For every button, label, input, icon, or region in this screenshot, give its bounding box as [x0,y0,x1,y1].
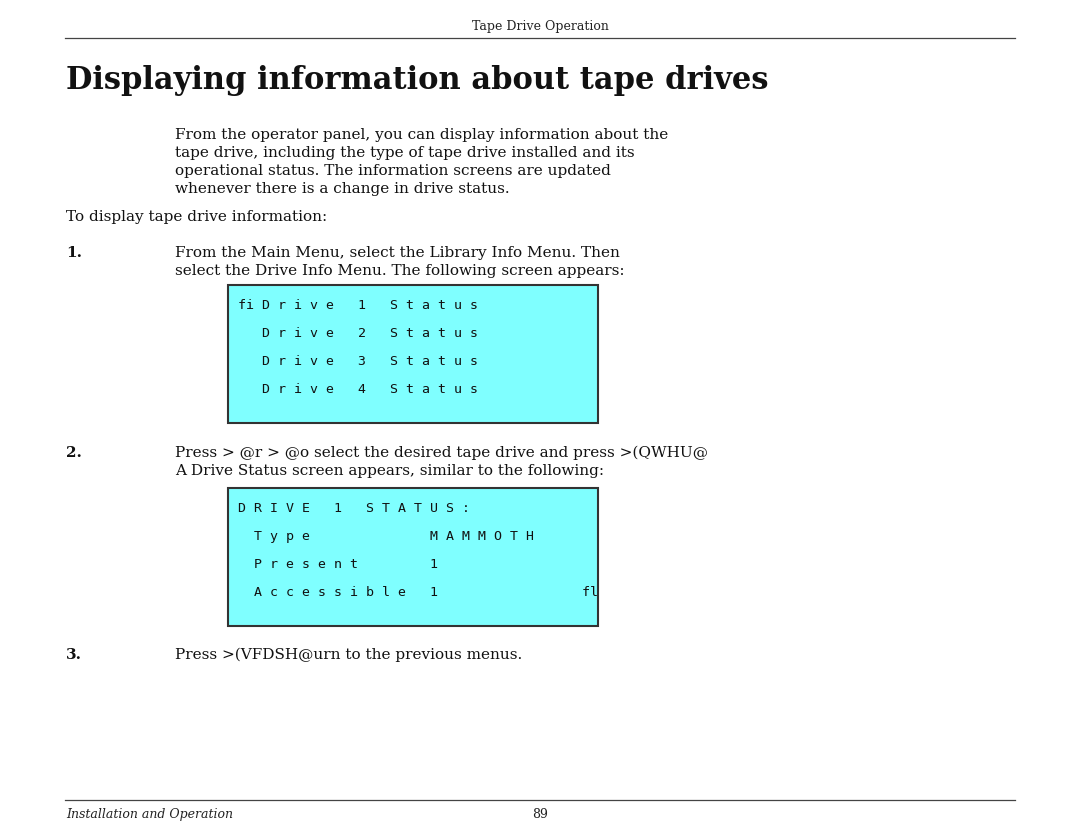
Text: 1.: 1. [66,246,82,260]
Text: To display tape drive information:: To display tape drive information: [66,210,327,224]
Text: Displaying information about tape drives: Displaying information about tape drives [66,65,769,96]
Text: P r e s e n t         1: P r e s e n t 1 [238,558,438,571]
Text: 2.: 2. [66,446,82,460]
Text: D R I V E   1   S T A T U S :: D R I V E 1 S T A T U S : [238,502,470,515]
Text: 89: 89 [532,808,548,821]
Text: Tape Drive Operation: Tape Drive Operation [472,20,608,33]
Text: A c c e s s i b l e   1                  fl: A c c e s s i b l e 1 fl [238,586,598,599]
Text: Installation and Operation: Installation and Operation [66,808,233,821]
Text: D r i v e   3   S t a t u s: D r i v e 3 S t a t u s [238,355,478,368]
Text: whenever there is a change in drive status.: whenever there is a change in drive stat… [175,182,510,196]
Text: T y p e               M A M M O T H: T y p e M A M M O T H [238,530,534,543]
Text: 3.: 3. [66,648,82,662]
Text: Press > @r > @o select the desired tape drive and press >(QWHU@: Press > @r > @o select the desired tape … [175,446,708,460]
Text: fi D r i v e   1   S t a t u s: fi D r i v e 1 S t a t u s [238,299,478,312]
Text: tape drive, including the type of tape drive installed and its: tape drive, including the type of tape d… [175,146,635,160]
Text: A Drive Status screen appears, similar to the following:: A Drive Status screen appears, similar t… [175,464,604,478]
Text: D r i v e   2   S t a t u s: D r i v e 2 S t a t u s [238,327,478,340]
FancyBboxPatch shape [228,285,598,423]
Text: D r i v e   4   S t a t u s: D r i v e 4 S t a t u s [238,383,478,396]
Text: operational status. The information screens are updated: operational status. The information scre… [175,164,611,178]
FancyBboxPatch shape [228,488,598,626]
Text: From the operator panel, you can display information about the: From the operator panel, you can display… [175,128,669,142]
Text: Press >(VFDSH@urn to the previous menus.: Press >(VFDSH@urn to the previous menus. [175,648,523,662]
Text: From the Main Menu, select the Library Info Menu. Then: From the Main Menu, select the Library I… [175,246,620,260]
Text: select the Drive Info Menu. The following screen appears:: select the Drive Info Menu. The followin… [175,264,624,278]
